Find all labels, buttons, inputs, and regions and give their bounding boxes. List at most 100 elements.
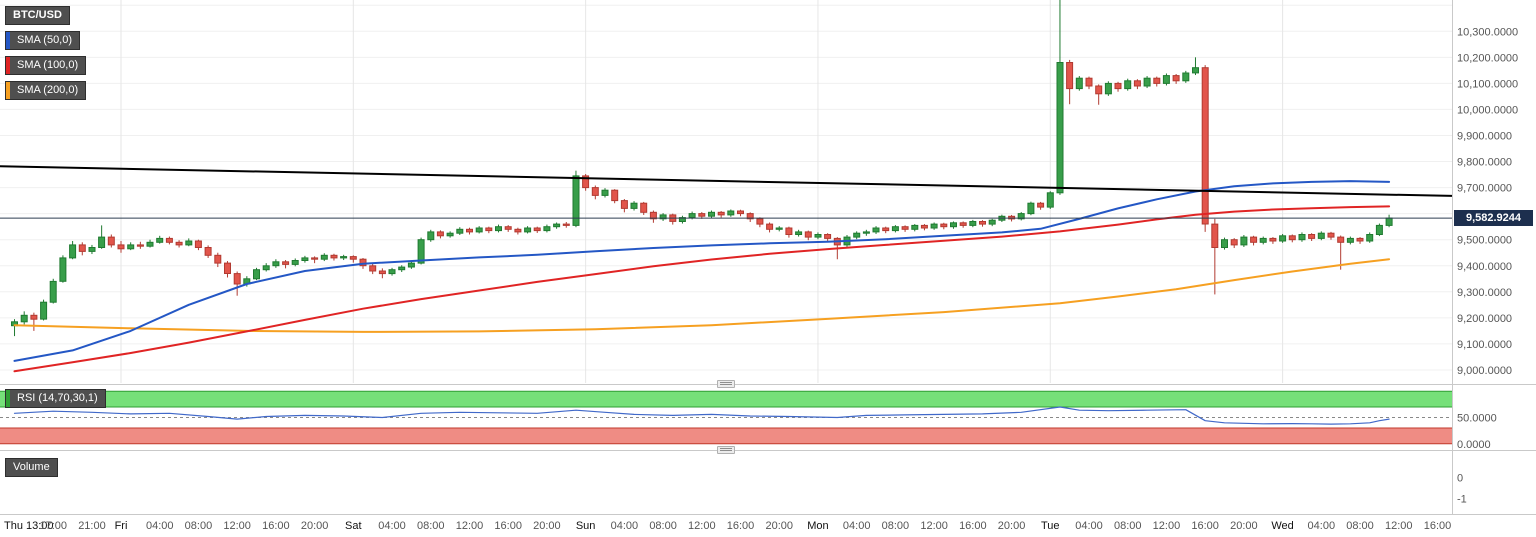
candle <box>475 227 483 233</box>
sma-line <box>13 258 1391 333</box>
time-tick-label: 20:00 <box>533 520 561 532</box>
candle <box>708 211 715 217</box>
rsi-line <box>13 406 1390 425</box>
candle <box>1317 232 1325 239</box>
candle <box>601 189 609 196</box>
candle <box>1104 82 1112 95</box>
candle <box>611 189 619 202</box>
time-tick-label: 17:00 <box>39 520 67 532</box>
price-tick-label: 9,800.0000 <box>1457 157 1512 169</box>
candle <box>543 226 551 232</box>
symbol-label: BTC/USD <box>13 9 62 21</box>
volume-label: Volume <box>13 461 50 473</box>
sma-line <box>13 205 1391 373</box>
price-pane[interactable] <box>0 0 1452 373</box>
candle <box>620 200 628 209</box>
rsi-overbought-band <box>0 391 1452 407</box>
indicator-badge-sma200[interactable]: SMA (200,0) <box>5 81 87 100</box>
indicator-badge-sma50[interactable]: SMA (50,0) <box>5 31 81 50</box>
candle <box>1017 213 1025 220</box>
candle <box>1240 236 1248 246</box>
time-tick-label: 12:00 <box>1385 520 1413 532</box>
candle <box>1172 75 1180 82</box>
candle <box>1298 234 1306 241</box>
candle <box>1385 217 1393 226</box>
time-tick-label: Tue <box>1041 520 1060 532</box>
price-tick-label: 9,200.0000 <box>1457 313 1512 325</box>
candle <box>737 210 744 215</box>
candle <box>49 280 57 303</box>
candle <box>1288 235 1296 241</box>
candle <box>1192 67 1199 74</box>
candle <box>282 261 290 265</box>
candle <box>214 254 222 264</box>
candle <box>727 210 735 216</box>
candle <box>901 226 909 230</box>
candle <box>1279 235 1287 242</box>
candle <box>1075 77 1083 90</box>
time-tick-label: 20:00 <box>301 520 329 532</box>
candle <box>920 224 928 229</box>
sma50-label: SMA (50,0) <box>17 34 73 46</box>
candle <box>204 247 212 256</box>
price-tick-label: 10,100.0000 <box>1457 78 1518 90</box>
price-axis[interactable]: 10,300.0000 10,200.0000 10,100.0000 10,000.… <box>1457 26 1518 505</box>
candle <box>378 270 386 275</box>
candle <box>436 231 444 237</box>
time-tick-label: 12:00 <box>688 520 716 532</box>
candle <box>804 231 812 238</box>
time-tick-label: 08:00 <box>1114 520 1142 532</box>
candle <box>1085 77 1093 87</box>
time-tick-label: 04:00 <box>146 520 174 532</box>
pane-resize-handle-rsi[interactable] <box>717 380 735 388</box>
current-price-badge: 9,582.9244 <box>1454 210 1533 226</box>
rsi-label: RSI (14,70,30,1) <box>17 392 98 404</box>
candle <box>30 314 38 320</box>
time-tick-label: 08:00 <box>1346 520 1374 532</box>
candle <box>107 236 115 246</box>
time-tick-label: 20:00 <box>765 520 793 532</box>
rsi-tick-label: 50.0000 <box>1457 413 1497 425</box>
pane-resize-handle-volume[interactable] <box>717 446 735 454</box>
candle <box>872 227 880 233</box>
time-tick-label: 16:00 <box>959 520 987 532</box>
candle <box>630 202 638 209</box>
time-tick-label: 12:00 <box>456 520 484 532</box>
candle <box>369 265 377 272</box>
candle <box>940 223 948 228</box>
candle <box>746 213 754 220</box>
candle <box>272 261 280 267</box>
time-tick-label: 16:00 <box>1424 520 1452 532</box>
grid-lines <box>0 0 1452 383</box>
candle <box>1201 67 1209 225</box>
candle <box>20 314 28 323</box>
candle <box>1066 62 1074 90</box>
sma200-label: SMA (200,0) <box>17 84 79 96</box>
candle <box>1162 75 1170 84</box>
volume-badge[interactable]: Volume <box>5 458 58 477</box>
candle <box>446 232 454 237</box>
indicator-badge-sma100[interactable]: SMA (100,0) <box>5 56 87 75</box>
candle <box>495 226 502 232</box>
candle <box>1114 82 1122 90</box>
candle <box>582 175 590 189</box>
rsi-pane[interactable] <box>0 390 1452 445</box>
candle <box>156 237 164 243</box>
volume-tick-label: -1 <box>1457 493 1467 505</box>
time-tick-label: Sat <box>345 520 362 532</box>
rsi-badge[interactable]: RSI (14,70,30,1) <box>5 389 106 408</box>
candle <box>591 187 599 196</box>
candle <box>1250 236 1258 243</box>
price-tick-label: 10,000.0000 <box>1457 104 1518 116</box>
current-price-value: 9,582.9244 <box>1465 212 1522 224</box>
symbol-badge[interactable]: BTC/USD <box>5 6 70 25</box>
time-tick-label: 20:00 <box>998 520 1026 532</box>
sma200-color-swatch <box>6 82 10 99</box>
candle <box>388 269 396 275</box>
candle <box>146 241 154 247</box>
candle <box>785 227 793 235</box>
candle <box>1356 237 1364 242</box>
candle <box>969 221 977 226</box>
